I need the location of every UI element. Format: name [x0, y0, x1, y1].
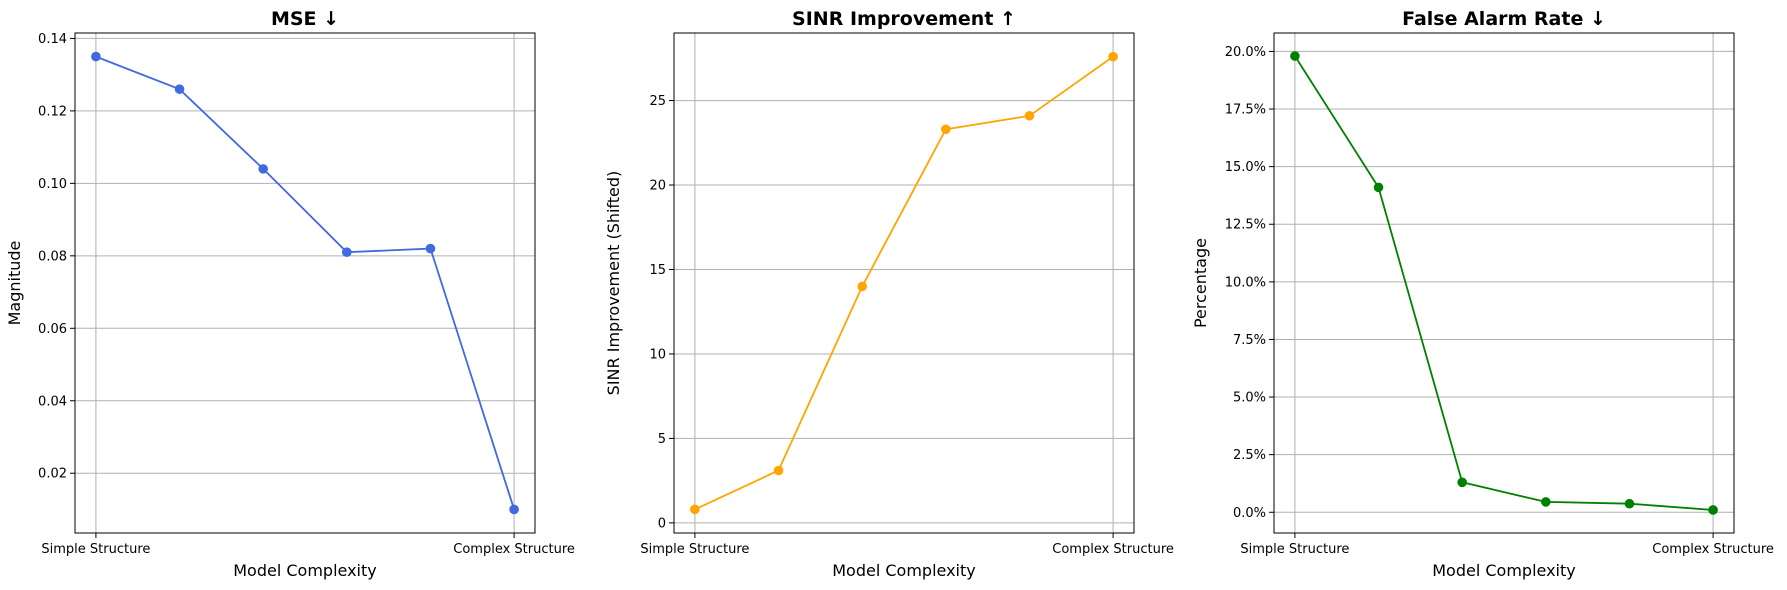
y-tick-label: 7.5% [1233, 333, 1266, 348]
plot-frame [1273, 32, 1735, 534]
y-tick-label: 0.10 [38, 177, 67, 192]
data-point [857, 281, 867, 292]
y-tick-label: 10 [649, 347, 666, 362]
y-tick-label: 0.08 [38, 249, 67, 264]
x-axis-label: Model Complexity [832, 561, 976, 580]
y-tick-label: 2.5% [1233, 448, 1266, 463]
data-point [1024, 110, 1035, 121]
y-tick-label: 15.0% [1225, 160, 1266, 175]
y-tick-label: 0.14 [38, 32, 67, 47]
x-axis-label: Model Complexity [1432, 561, 1576, 580]
data-point [773, 465, 784, 476]
y-tick-label: 25 [649, 94, 666, 109]
x-tick-label: Simple Structure [640, 542, 749, 557]
chart-panel-3: 0.0% 2.5% 5.0% 7.5% 10.0% 12.5% 15.0% 17.5% 20.0… [1191, 8, 1774, 580]
series-line [694, 55, 1114, 511]
data-point [174, 84, 185, 94]
y-tick-label: 0 [658, 516, 666, 531]
x-tick-label: Complex Structure [453, 542, 575, 557]
data-point [258, 164, 268, 174]
data-point [342, 247, 352, 258]
y-tick-label: 5 [658, 432, 666, 447]
x-tick-label: Simple Structure [1240, 542, 1349, 557]
x-tick-label: Simple Structure [41, 542, 150, 557]
y-tick-label: 0.0% [1233, 506, 1266, 521]
data-point [1457, 477, 1467, 488]
chart-title: False Alarm Rate ↓ [1402, 8, 1606, 30]
data-point [690, 504, 700, 515]
y-axis-label: Magnitude [5, 241, 24, 326]
y-tick-label: 5.0% [1233, 391, 1266, 406]
y-tick-label: 10.0% [1225, 275, 1266, 290]
chart-panel-1: 0.02 0.04 0.06 0.08 0.10 0.12 0.14 Simple Struc… [5, 8, 575, 580]
y-tick-label: 0.02 [38, 467, 67, 482]
data-point [1108, 51, 1118, 62]
y-tick-label: 0.06 [38, 322, 67, 337]
y-tick-label: 0.04 [38, 394, 67, 409]
y-tick-label: 20.0% [1225, 45, 1266, 60]
plot-frame [673, 32, 1135, 534]
chart-panel-2: 0 5 10 15 20 25 Simple Structure Complex Struct… [604, 8, 1174, 580]
series-line [95, 55, 515, 510]
chart-title: MSE ↓ [271, 8, 339, 30]
y-tick-label: 12.5% [1225, 218, 1266, 233]
data-point [1624, 498, 1635, 509]
data-point [941, 124, 951, 135]
x-axis-label: Model Complexity [233, 561, 377, 580]
plot-frame [74, 32, 536, 534]
series-line [1294, 55, 1714, 511]
data-point [1708, 505, 1718, 515]
data-point [1373, 182, 1384, 193]
y-axis-label: Percentage [1191, 238, 1210, 328]
y-tick-label: 20 [649, 179, 666, 194]
y-tick-label: 15 [649, 263, 666, 278]
y-tick-label: 0.12 [38, 104, 67, 119]
data-point [509, 504, 519, 515]
x-tick-label: Complex Structure [1652, 542, 1774, 557]
x-tick-label: Complex Structure [1052, 542, 1174, 557]
data-point [91, 51, 101, 62]
y-axis-label: SINR Improvement (Shifted) [604, 171, 623, 396]
data-point [1290, 51, 1300, 61]
data-point [1541, 497, 1551, 507]
chart-title: SINR Improvement ↑ [792, 8, 1016, 30]
data-point [425, 243, 436, 254]
y-tick-label: 17.5% [1225, 103, 1266, 118]
